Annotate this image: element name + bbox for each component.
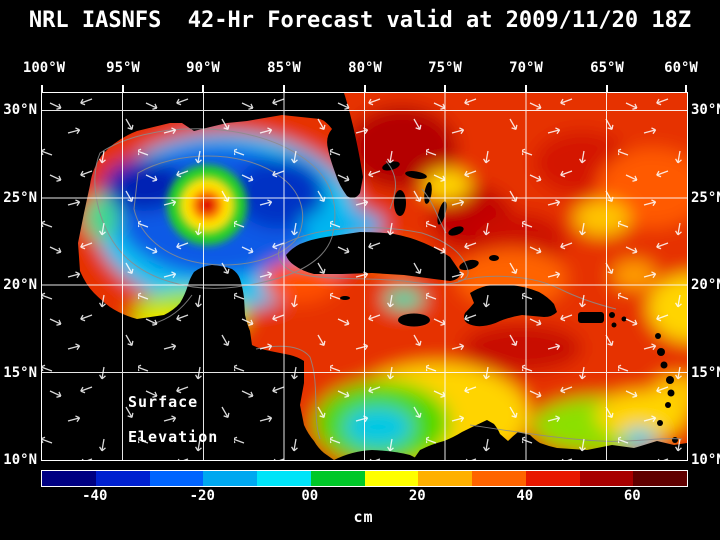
lat-tick-label: 15°N — [3, 365, 37, 381]
colorbar-swatch — [149, 471, 204, 486]
top-axis-tick — [444, 85, 446, 92]
colorbar-unit-label: cm — [353, 508, 374, 526]
colorbar-swatch — [472, 471, 526, 486]
colorbar-swatch — [257, 471, 311, 486]
lat-tick-label: 20°N — [691, 277, 720, 293]
lat-tick-label: 25°N — [3, 190, 37, 206]
variable-label-line2: Elevation — [128, 428, 219, 446]
lat-tick-label: 20°N — [3, 277, 37, 293]
lat-tick-label: 30°N — [691, 102, 720, 118]
colorbar — [41, 470, 688, 487]
map-frame: Surface Elevation — [41, 92, 688, 461]
top-axis-tick — [364, 85, 366, 92]
lon-tick-label: 100°W — [22, 60, 66, 76]
current-vector-overlay — [42, 93, 687, 460]
colorbar-swatches — [42, 471, 687, 486]
lon-tick-label: 85°W — [267, 60, 301, 76]
colorbar-tick-label: -40 — [82, 488, 108, 504]
lon-tick-label: 65°W — [590, 60, 624, 76]
colorbar-swatch — [95, 471, 150, 486]
colorbar-tick-label: -20 — [189, 488, 215, 504]
lat-tick-label: 10°N — [3, 452, 37, 468]
lat-tick-label: 30°N — [3, 102, 37, 118]
colorbar-swatch — [579, 471, 634, 486]
colorbar-swatch — [203, 471, 257, 486]
lon-tick-label: 90°W — [186, 60, 220, 76]
top-axis-tick — [283, 85, 285, 92]
top-axis-tick — [41, 85, 43, 92]
lat-tick-label: 25°N — [691, 190, 720, 206]
top-axis-tick — [122, 85, 124, 92]
colorbar-tick-label: 20 — [408, 488, 426, 504]
colorbar-swatch — [42, 471, 96, 486]
colorbar-swatch — [525, 471, 580, 486]
colorbar-tick-label: 00 — [301, 488, 319, 504]
colorbar-swatch — [364, 471, 419, 486]
colorbar-tick-label: 60 — [623, 488, 641, 504]
colorbar-tick-labels: -40 -20 00 20 40 60 — [41, 488, 686, 505]
forecast-map-svg — [42, 93, 687, 460]
colorbar-tick-label: 40 — [516, 488, 534, 504]
top-axis-tick — [202, 85, 204, 92]
colorbar-swatch — [310, 471, 365, 486]
top-axis-tick — [685, 85, 687, 92]
colorbar-swatch — [633, 471, 687, 486]
page-title: NRL IASNFS 42-Hr Forecast valid at 2009/… — [28, 8, 692, 33]
lat-tick-label: 15°N — [691, 365, 720, 381]
lon-tick-label: 70°W — [509, 60, 543, 76]
lon-tick-label: 95°W — [106, 60, 140, 76]
lon-tick-label: 80°W — [348, 60, 382, 76]
lat-tick-label: 10°N — [691, 452, 720, 468]
lon-tick-label: 60°W — [664, 60, 698, 76]
top-axis-tick — [606, 85, 608, 92]
colorbar-swatch — [418, 471, 472, 486]
lon-tick-label: 75°W — [428, 60, 462, 76]
variable-label-line1: Surface — [128, 393, 199, 411]
top-axis-tick — [525, 85, 527, 92]
